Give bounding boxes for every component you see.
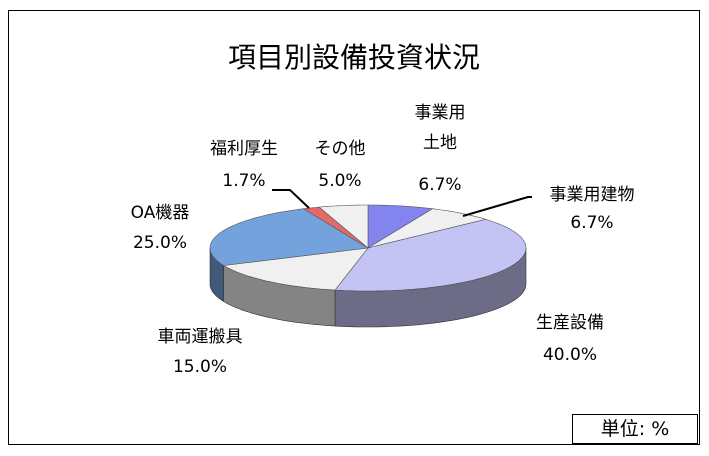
value-label: 25.0% — [132, 233, 188, 253]
value-label: 1.7% — [222, 171, 266, 191]
leader-line — [462, 196, 532, 217]
slice — [318, 204, 369, 249]
slice — [222, 247, 369, 291]
slice — [367, 204, 434, 249]
value-label: 6.7% — [570, 213, 614, 233]
category-label: 事業用 土地 — [414, 103, 466, 153]
chart-title: 項目別設備投資状況 — [227, 41, 481, 74]
value-label: 40.0% — [542, 345, 598, 365]
leader-line — [272, 189, 310, 209]
value-label: 15.0% — [172, 357, 228, 377]
value-label: 5.0% — [318, 171, 362, 191]
value-label: 6.7% — [418, 175, 462, 195]
pie — [209, 204, 527, 328]
slice — [367, 208, 487, 249]
category-label: その他 — [314, 139, 366, 159]
category-label: 福利厚生 — [210, 139, 278, 159]
category-label: 事業用建物 — [549, 185, 635, 205]
category-label: OA機器 — [130, 203, 190, 223]
slice — [334, 218, 527, 292]
slice — [209, 208, 369, 266]
category-label: 車両運搬具 — [157, 327, 243, 347]
category-label: 生産設備 — [536, 313, 604, 333]
unit-label: 単位: % — [572, 414, 698, 444]
